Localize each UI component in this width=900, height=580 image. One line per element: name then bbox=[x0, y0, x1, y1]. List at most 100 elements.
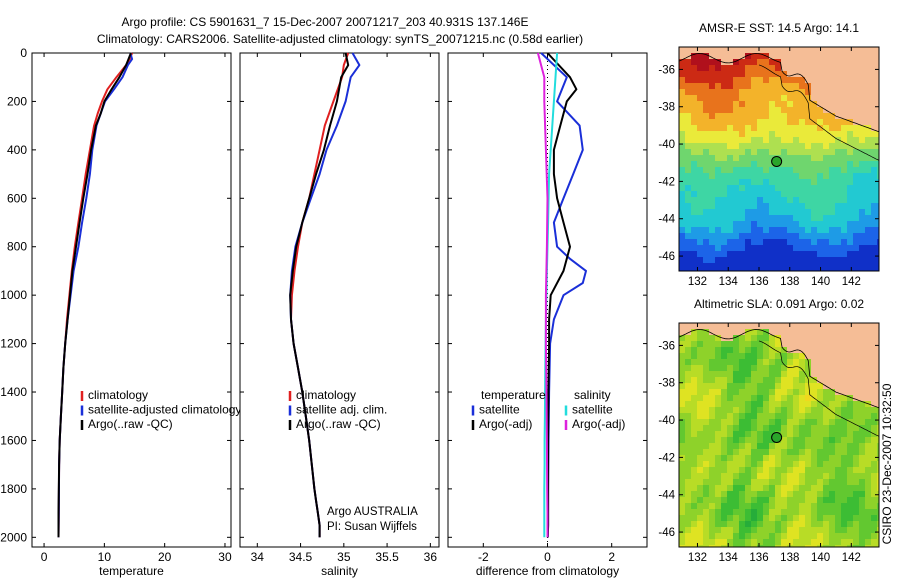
land-cell bbox=[865, 101, 872, 108]
data-cell bbox=[679, 191, 686, 198]
data-cell bbox=[799, 485, 806, 492]
data-cell bbox=[859, 509, 866, 516]
data-cell bbox=[841, 227, 848, 234]
land-cell bbox=[775, 47, 782, 54]
data-cell bbox=[835, 251, 842, 258]
land-cell bbox=[835, 53, 842, 60]
data-cell bbox=[679, 473, 686, 480]
data-cell bbox=[715, 401, 722, 408]
data-cell bbox=[745, 425, 752, 432]
data-cell bbox=[829, 221, 836, 228]
data-cell bbox=[739, 377, 746, 384]
data-cell bbox=[817, 473, 824, 480]
data-cell bbox=[733, 521, 740, 528]
data-cell bbox=[841, 467, 848, 474]
data-cell bbox=[793, 137, 800, 144]
land-cell bbox=[859, 359, 866, 366]
data-cell bbox=[769, 467, 776, 474]
data-cell bbox=[781, 173, 788, 180]
data-cell bbox=[853, 149, 860, 156]
data-cell bbox=[793, 155, 800, 162]
data-cell bbox=[739, 215, 746, 222]
data-cell bbox=[703, 227, 710, 234]
land-cell bbox=[805, 47, 812, 54]
data-cell bbox=[721, 425, 728, 432]
map-frame bbox=[678, 46, 880, 272]
data-cell bbox=[847, 239, 854, 246]
data-cell bbox=[835, 395, 842, 402]
data-cell bbox=[691, 335, 698, 342]
data-cell bbox=[823, 437, 830, 444]
data-cell bbox=[715, 209, 722, 216]
x-tick-label: 0 bbox=[544, 550, 551, 564]
data-cell bbox=[787, 539, 794, 546]
data-cell bbox=[811, 485, 818, 492]
data-cell bbox=[733, 413, 740, 420]
data-cell bbox=[697, 197, 704, 204]
data-cell bbox=[715, 473, 722, 480]
data-cell bbox=[871, 509, 878, 516]
land-cell bbox=[817, 359, 824, 366]
data-cell bbox=[709, 179, 716, 186]
data-cell bbox=[727, 101, 734, 108]
data-cell bbox=[817, 449, 824, 456]
land-cell bbox=[877, 359, 879, 366]
data-cell bbox=[727, 491, 734, 498]
data-cell bbox=[709, 377, 716, 384]
data-cell bbox=[847, 173, 854, 180]
data-cell bbox=[793, 149, 800, 156]
data-cell bbox=[805, 161, 812, 168]
data-cell bbox=[835, 497, 842, 504]
land-cell bbox=[811, 95, 818, 102]
data-cell bbox=[739, 251, 746, 258]
land-cell bbox=[871, 125, 878, 132]
data-cell bbox=[727, 77, 734, 84]
land-cell bbox=[877, 335, 879, 342]
data-cell bbox=[853, 461, 860, 468]
data-cell bbox=[757, 269, 764, 271]
data-cell bbox=[733, 227, 740, 234]
data-cell bbox=[751, 203, 758, 210]
data-cell bbox=[703, 497, 710, 504]
data-cell bbox=[685, 479, 692, 486]
data-cell bbox=[805, 197, 812, 204]
data-cell bbox=[727, 257, 734, 264]
land-cell bbox=[847, 347, 854, 354]
data-cell bbox=[805, 389, 812, 396]
data-cell bbox=[691, 113, 698, 120]
x-tick-label: 0 bbox=[41, 550, 48, 564]
data-cell bbox=[697, 485, 704, 492]
x-tick-label: 30 bbox=[218, 550, 232, 564]
data-cell bbox=[733, 419, 740, 426]
data-cell bbox=[751, 425, 758, 432]
data-cell bbox=[703, 269, 710, 271]
land-cell bbox=[877, 395, 879, 402]
data-cell bbox=[799, 155, 806, 162]
data-cell bbox=[847, 209, 854, 216]
data-cell bbox=[769, 185, 776, 192]
land-cell bbox=[799, 65, 806, 72]
data-cell bbox=[757, 65, 764, 72]
data-cell bbox=[781, 401, 788, 408]
data-cell bbox=[697, 125, 704, 132]
x-tick-label: 10 bbox=[98, 550, 112, 564]
data-cell bbox=[727, 125, 734, 132]
data-cell bbox=[835, 233, 842, 240]
data-cell bbox=[775, 461, 782, 468]
land-cell bbox=[865, 323, 872, 330]
data-cell bbox=[703, 149, 710, 156]
data-cell bbox=[841, 209, 848, 216]
data-cell bbox=[733, 395, 740, 402]
data-cell bbox=[817, 515, 824, 522]
land-cell bbox=[787, 335, 794, 342]
land-cell bbox=[835, 359, 842, 366]
data-cell bbox=[781, 359, 788, 366]
data-cell bbox=[757, 425, 764, 432]
data-cell bbox=[703, 203, 710, 210]
data-cell bbox=[811, 125, 818, 132]
land-cell bbox=[853, 47, 860, 54]
land-cell bbox=[859, 323, 866, 330]
legend-label: satellite-adjusted climatology bbox=[88, 403, 241, 417]
data-cell bbox=[799, 263, 806, 270]
data-cell bbox=[703, 521, 710, 528]
